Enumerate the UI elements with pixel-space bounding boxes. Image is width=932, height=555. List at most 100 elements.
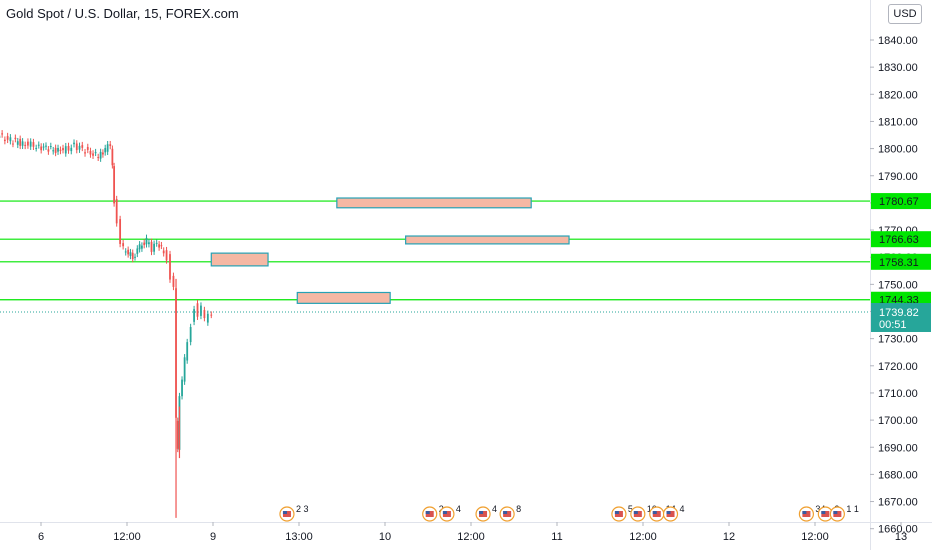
price-badge-value: 1739.82	[879, 307, 919, 319]
candle-body	[134, 257, 136, 258]
y-tick-label: 1800.00	[878, 144, 918, 156]
us-flag-canton	[653, 511, 657, 514]
event-count: 4	[456, 504, 461, 514]
candle-body	[92, 153, 94, 155]
candle-body	[100, 152, 102, 159]
y-tick-label: 1790.00	[878, 171, 918, 183]
x-tick-label: 12:00	[629, 531, 657, 543]
candle-body	[210, 315, 212, 316]
candle-body	[30, 142, 32, 147]
candle-body	[81, 145, 83, 148]
price-zone	[297, 292, 390, 303]
x-tick-label: 6	[38, 531, 44, 543]
candle-body	[177, 421, 179, 449]
event-count: 4	[680, 504, 685, 514]
currency-button[interactable]: USD	[888, 4, 922, 24]
candle-body	[151, 242, 153, 252]
y-tick-label: 1830.00	[878, 62, 918, 74]
candle-body	[70, 148, 72, 151]
candle-body	[27, 142, 29, 146]
candle-body	[45, 146, 47, 147]
candle-body	[24, 145, 26, 146]
y-tick-label: 1810.00	[878, 116, 918, 128]
candle-body	[1, 133, 3, 134]
level-label: 1780.67	[879, 196, 919, 208]
candle-body	[200, 306, 202, 316]
us-flag-canton	[443, 511, 447, 514]
y-tick-label: 1690.00	[878, 442, 918, 454]
candle-body	[65, 146, 67, 153]
candle-body	[38, 145, 40, 146]
candle-body	[127, 250, 129, 255]
us-flag-canton	[479, 511, 483, 514]
candle-body	[190, 327, 192, 342]
us-flag-canton	[283, 511, 287, 514]
x-tick-label: 10	[379, 531, 391, 543]
x-tick-label: 12:00	[113, 531, 141, 543]
x-tick-label: 13	[895, 531, 907, 543]
candle-body	[60, 150, 62, 151]
us-flag-canton	[634, 511, 638, 514]
x-tick-label: 9	[210, 531, 216, 543]
candle-body	[84, 152, 86, 153]
candle-body	[204, 310, 206, 318]
candle-body	[181, 380, 183, 397]
candle-body	[125, 251, 127, 252]
candle-body	[17, 141, 19, 145]
level-label: 1758.31	[879, 257, 919, 269]
event-count: 8	[516, 504, 521, 514]
x-tick-label: 12	[723, 531, 735, 543]
candle-body	[197, 303, 199, 316]
price-zone	[337, 198, 531, 208]
candle-body	[113, 166, 115, 203]
us-flag-canton	[667, 511, 671, 514]
candle-body	[7, 136, 9, 140]
candle-body	[130, 252, 132, 256]
candle-body	[109, 144, 111, 146]
candle-body	[119, 219, 121, 244]
y-tick-label: 1750.00	[878, 279, 918, 291]
candle-body	[173, 276, 175, 287]
candle-body	[14, 138, 16, 139]
candle-body	[22, 141, 24, 145]
candle-body	[90, 151, 92, 155]
x-tick-label: 12:00	[801, 531, 829, 543]
candle-body	[116, 199, 118, 223]
us-flag-canton	[802, 511, 806, 514]
candle-body	[146, 238, 148, 244]
us-flag-canton	[821, 511, 825, 514]
candle-body	[12, 144, 14, 145]
candle-body	[141, 246, 143, 249]
candle-body	[9, 137, 11, 141]
symbol-title: Gold Spot / U.S. Dollar, 15, FOREX.com	[6, 6, 239, 21]
candle-body	[122, 243, 124, 246]
us-flag-canton	[833, 511, 837, 514]
price-zone	[406, 236, 569, 244]
level-label: 1766.63	[879, 234, 919, 246]
candle-body	[50, 146, 52, 147]
candle-body	[87, 147, 89, 150]
candle-body	[136, 248, 138, 253]
y-tick-label: 1720.00	[878, 361, 918, 373]
candle-body	[97, 157, 99, 158]
candle-body	[52, 150, 54, 151]
y-tick-label: 1710.00	[878, 388, 918, 400]
x-tick-label: 12:00	[457, 531, 485, 543]
price-zone	[211, 253, 268, 266]
candle-body	[55, 148, 57, 153]
candle-body	[132, 253, 134, 259]
us-flag-canton	[426, 511, 430, 514]
candle-body	[139, 244, 141, 249]
candle-body	[186, 342, 188, 360]
candle-body	[104, 148, 106, 152]
candle-body	[156, 243, 158, 244]
candle-body	[35, 148, 37, 149]
candle-body	[19, 139, 21, 146]
y-tick-label: 1670.00	[878, 497, 918, 509]
candle-body	[107, 144, 109, 152]
price-badge-countdown: 00:51	[879, 319, 907, 331]
candle-body	[111, 149, 113, 165]
candle-body	[143, 243, 145, 245]
